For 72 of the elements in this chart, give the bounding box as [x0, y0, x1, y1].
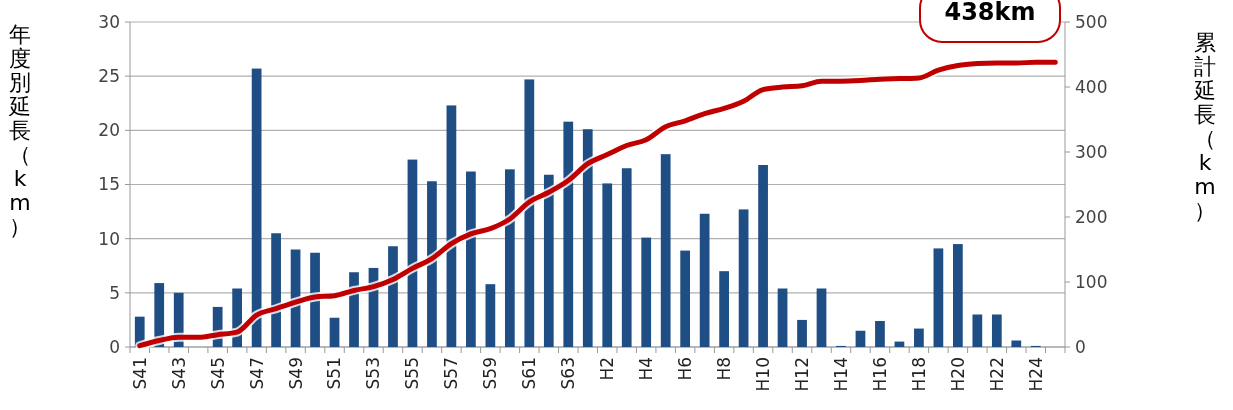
y2-tick-label: 100	[1075, 271, 1108, 292]
x-tick-label: H14	[830, 357, 851, 392]
bar	[660, 154, 671, 347]
x-tick-label: H24	[1025, 357, 1046, 392]
bar	[1011, 340, 1022, 347]
bar	[388, 246, 398, 347]
x-tick-label: S49	[285, 357, 306, 390]
bar	[855, 330, 866, 347]
y-tick-label: 10	[98, 228, 120, 249]
y-tick-label: 30	[98, 11, 120, 32]
bar	[797, 319, 807, 347]
y-tick-label: 20	[98, 120, 120, 141]
bar	[621, 168, 632, 347]
x-tick-label: S59	[480, 357, 501, 390]
bar	[699, 213, 710, 347]
bar	[972, 314, 983, 347]
x-tick-label: H12	[791, 357, 812, 392]
y2-tick-label: 200	[1075, 206, 1108, 227]
x-tick-label: S61	[519, 357, 540, 390]
bar	[738, 209, 749, 347]
bar	[582, 129, 593, 347]
bar	[427, 181, 437, 347]
x-tick-label: S43	[168, 357, 189, 390]
x-tick-label: S47	[246, 357, 267, 390]
x-tick-label: H16	[869, 357, 890, 392]
y-tick-label: 15	[98, 174, 120, 195]
bar	[524, 79, 535, 347]
bar	[504, 169, 515, 347]
x-tick-label: S57	[441, 357, 462, 390]
bar	[271, 233, 281, 347]
bar	[953, 244, 963, 347]
x-tick-label: H4	[636, 357, 657, 381]
x-tick-label: S55	[402, 357, 423, 390]
x-tick-label: S41	[129, 357, 150, 390]
y2-tick-label: 300	[1075, 141, 1108, 162]
bar	[543, 174, 554, 347]
x-tick-label: S45	[207, 357, 228, 390]
bar	[563, 121, 574, 347]
bar	[816, 288, 827, 347]
y-tick-label: 25	[98, 66, 120, 87]
bar	[758, 165, 768, 347]
y-tick-label: 5	[109, 282, 120, 303]
x-tick-label: S63	[558, 357, 579, 390]
bar	[602, 183, 613, 347]
bar	[933, 248, 944, 347]
bar	[680, 250, 691, 347]
bar	[641, 237, 652, 347]
y2-axis-title: 累計延長（km）	[1193, 30, 1216, 223]
text: 年度別延長（km）	[9, 22, 31, 239]
x-tick-label: S51	[324, 357, 345, 390]
x-tick-label: H6	[675, 357, 696, 381]
annotation: 438km	[944, 0, 1036, 26]
bar	[719, 271, 729, 347]
bar	[466, 171, 476, 347]
bar	[485, 284, 496, 347]
bar	[991, 314, 1002, 347]
bar	[310, 252, 320, 347]
x-tick-label: H2	[597, 357, 618, 381]
x-tick-label: H22	[986, 357, 1007, 392]
x-tick-label: H10	[753, 357, 774, 392]
x-tick-label: S53	[363, 357, 384, 390]
y2-tick-label: 0	[1075, 336, 1086, 357]
bar	[875, 321, 885, 347]
bar	[777, 288, 788, 347]
y2-tick-label: 500	[1075, 11, 1108, 32]
x-tick-label: H18	[908, 357, 929, 392]
bar	[329, 317, 340, 347]
y2-tick-label: 400	[1075, 76, 1108, 97]
x-tick-label: H8	[714, 357, 735, 381]
y-tick-label: 0	[109, 336, 120, 357]
x-tick-label: H20	[947, 357, 968, 392]
bar	[914, 328, 924, 347]
